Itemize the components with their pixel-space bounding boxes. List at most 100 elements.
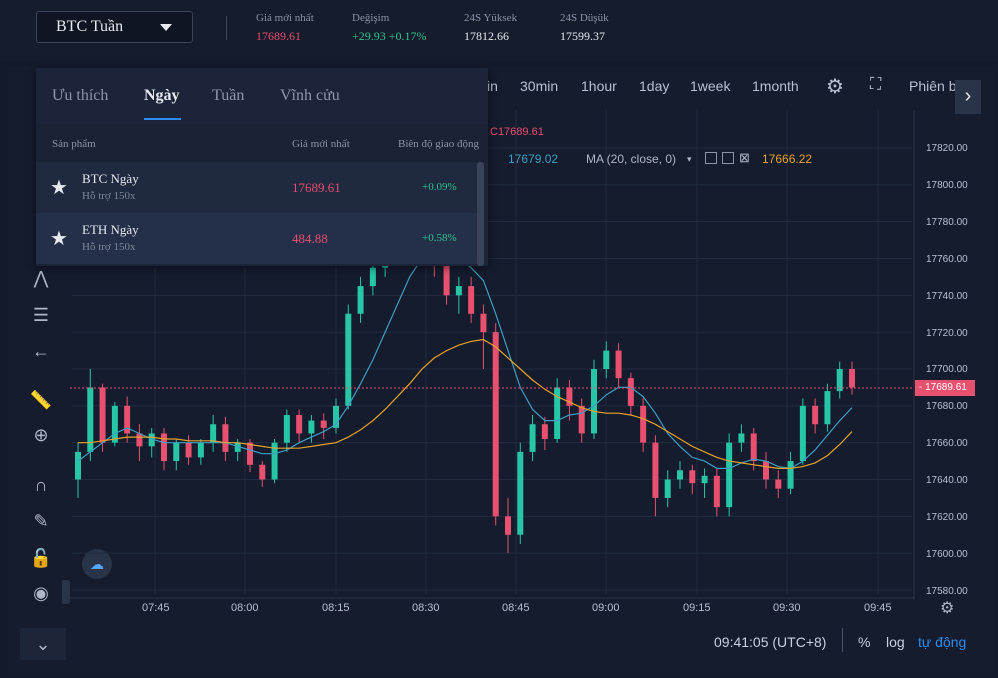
symbol-label: BTC Tuần bbox=[56, 18, 124, 35]
version-button[interactable]: Phiên bả bbox=[909, 78, 965, 94]
candle-up bbox=[369, 267, 376, 287]
candle-up bbox=[271, 442, 278, 480]
candle-down bbox=[812, 405, 819, 425]
tab-week[interactable]: Tuần bbox=[212, 87, 245, 104]
tab-favorites[interactable]: Ưu thích bbox=[52, 87, 109, 104]
candle-down bbox=[247, 442, 253, 465]
x-tick: 09:30 bbox=[773, 602, 801, 614]
eye-icon[interactable] bbox=[705, 152, 717, 164]
interval-1day[interactable]: 1day bbox=[639, 78, 670, 94]
candle-up bbox=[283, 415, 290, 443]
candle-up bbox=[529, 424, 536, 452]
percent-toggle[interactable]: % bbox=[858, 634, 871, 650]
interval-30min[interactable]: 30min bbox=[520, 78, 559, 94]
product-price: 17689.61 bbox=[292, 180, 341, 195]
ruler-icon[interactable]: 📏 bbox=[29, 389, 53, 410]
interval-partial[interactable]: in bbox=[487, 78, 498, 94]
chevron-down-icon bbox=[160, 24, 172, 31]
candle-down bbox=[615, 350, 622, 379]
settings-icon[interactable] bbox=[722, 152, 734, 164]
scrollbar[interactable] bbox=[477, 162, 484, 266]
interval-1week[interactable]: 1week bbox=[690, 78, 731, 94]
stat-label: 24S Yüksek bbox=[464, 12, 518, 24]
candle-up bbox=[148, 433, 155, 447]
eye-icon[interactable]: ◉ bbox=[33, 582, 49, 603]
y-tick: 17640.00 bbox=[926, 475, 968, 486]
candle-up bbox=[345, 313, 352, 406]
ma-fast-line bbox=[77, 246, 853, 470]
candle-up bbox=[75, 451, 81, 480]
current-price-value: 17689.61 bbox=[925, 382, 967, 393]
axis-settings-icon[interactable]: ⚙ bbox=[940, 600, 955, 617]
stat-value: +29.93 +0.17% bbox=[352, 29, 427, 43]
dropdown-header: Sản phẩm Giá mới nhất Biên độ giao động bbox=[36, 124, 488, 162]
interval-1hour[interactable]: 1hour bbox=[581, 78, 617, 94]
header-product: Sản phẩm bbox=[52, 138, 96, 150]
candle-down bbox=[578, 405, 585, 434]
stat-value: 17599.37 bbox=[560, 29, 605, 43]
cloud-icon[interactable]: ☁ bbox=[82, 549, 112, 579]
list-item[interactable]: ★ BTC Ngày Hỗ trợ 150x 17689.61 +0.09% bbox=[36, 162, 480, 213]
product-leverage: Hỗ trợ 150x bbox=[82, 190, 136, 202]
product-name: BTC Ngày bbox=[82, 171, 139, 186]
x-tick: 09:45 bbox=[864, 602, 892, 614]
candles-layer bbox=[75, 194, 855, 554]
y-tick: 17700.00 bbox=[926, 364, 968, 375]
ma-slow-line bbox=[78, 338, 853, 469]
candle-down bbox=[849, 369, 855, 388]
candle-up bbox=[455, 286, 462, 296]
header-change: Biên độ giao động bbox=[398, 138, 479, 150]
tab-perpetual[interactable]: Vĩnh cửu bbox=[280, 87, 340, 104]
unlock-icon[interactable]: 🔓 bbox=[29, 547, 53, 568]
product-change: +0.09% bbox=[422, 181, 457, 193]
list-item[interactable]: ★ ETH Ngày Hỗ trợ 150x 484.88 +0.58% bbox=[36, 213, 480, 264]
auto-toggle[interactable]: tự động bbox=[918, 634, 967, 650]
product-change: +0.58% bbox=[422, 232, 457, 244]
log-toggle[interactable]: log bbox=[886, 634, 905, 650]
gear-icon[interactable]: ⚙ bbox=[826, 76, 844, 98]
stat-label: 24S Düşük bbox=[560, 12, 609, 24]
y-tick: 17580.00 bbox=[926, 586, 968, 597]
product-price: 484.88 bbox=[292, 231, 328, 246]
ma-slow-value: 17666.22 bbox=[762, 152, 813, 166]
chevron-down-icon[interactable]: ▾ bbox=[687, 154, 692, 164]
stat-label: Değişim bbox=[352, 12, 390, 24]
candle-up bbox=[87, 387, 94, 452]
stat-last-price: Giá mới nhất 17689.61 bbox=[256, 12, 314, 44]
magnet-icon[interactable]: ∩ bbox=[34, 474, 48, 495]
y-tick: 17680.00 bbox=[926, 401, 968, 412]
divider bbox=[226, 16, 227, 40]
fullscreen-icon[interactable]: ⛶ bbox=[870, 76, 882, 93]
candle-down bbox=[689, 470, 696, 484]
ma-indicator-label[interactable]: MA (20, close, 0) bbox=[586, 152, 677, 166]
pattern-icon[interactable]: ⋀ bbox=[33, 267, 49, 288]
candle-up bbox=[554, 387, 561, 439]
chevron-down-icon[interactable]: ⌄ bbox=[20, 628, 66, 660]
candle-up bbox=[726, 442, 733, 508]
star-icon[interactable]: ★ bbox=[50, 228, 68, 250]
candle-down bbox=[480, 313, 487, 333]
star-icon[interactable]: ★ bbox=[50, 177, 68, 199]
scroll-handle[interactable] bbox=[62, 580, 70, 604]
y-tick: 17660.00 bbox=[926, 438, 968, 449]
interval-1month[interactable]: 1month bbox=[752, 78, 799, 94]
candle-down bbox=[713, 475, 720, 508]
zoom-in-icon[interactable]: ⊕ bbox=[33, 424, 49, 445]
lock-drawing-icon[interactable]: ✎ bbox=[33, 510, 49, 531]
close-icon[interactable]: ⊠ bbox=[739, 150, 750, 165]
arrow-left-icon[interactable]: ← bbox=[32, 340, 50, 361]
candle-up bbox=[234, 442, 241, 452]
fib-icon[interactable]: ☰ bbox=[32, 304, 50, 325]
product-name: ETH Ngày bbox=[82, 222, 139, 237]
candle-down bbox=[443, 258, 450, 296]
candle-up bbox=[787, 461, 794, 489]
candle-down bbox=[99, 387, 106, 443]
candle-down bbox=[541, 424, 548, 439]
chevron-right-icon[interactable]: › bbox=[955, 80, 981, 114]
candle-down bbox=[750, 433, 757, 462]
y-tick: 17800.00 bbox=[926, 180, 968, 191]
symbol-selector[interactable]: BTC Tuần bbox=[36, 11, 193, 43]
candle-up bbox=[111, 405, 118, 443]
tab-day[interactable]: Ngày bbox=[144, 87, 180, 104]
